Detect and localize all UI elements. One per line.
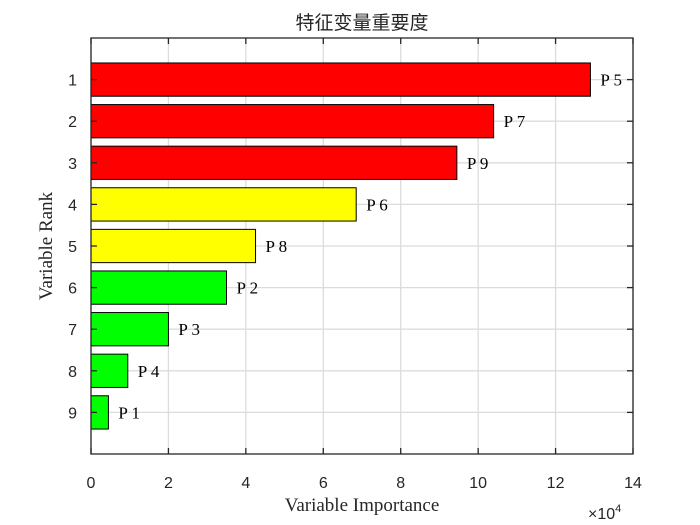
bar-p4 bbox=[90, 353, 129, 388]
chart-title: 特征变量重要度 bbox=[295, 12, 428, 34]
bar-p9 bbox=[90, 145, 458, 180]
bar-p6 bbox=[90, 187, 357, 222]
y-tick-label: 2 bbox=[68, 114, 77, 131]
x-tick-label: 2 bbox=[164, 475, 173, 492]
x-tick-label: 6 bbox=[319, 475, 328, 492]
x-axis-multiplier: ×104 bbox=[588, 503, 621, 523]
bar-label: P 8 bbox=[266, 237, 288, 256]
bar-label: P 2 bbox=[237, 279, 259, 298]
y-tick-label: 7 bbox=[68, 322, 77, 339]
bar-label: P 6 bbox=[366, 195, 388, 214]
bar-p3 bbox=[90, 312, 169, 347]
axis-ticks bbox=[90, 38, 634, 454]
bar-label: P 9 bbox=[467, 154, 489, 173]
x-tick-label: 4 bbox=[241, 475, 250, 492]
x-tick-label: 10 bbox=[469, 475, 487, 492]
x-tick-label: 14 bbox=[624, 475, 642, 492]
y-tick-label: 3 bbox=[68, 156, 77, 173]
bar-label: P 4 bbox=[138, 362, 160, 381]
x-axis-multiplier-base: ×10 bbox=[588, 506, 615, 523]
y-tick-label: 5 bbox=[68, 239, 77, 256]
bar-label: P 3 bbox=[178, 320, 200, 339]
bar-p7 bbox=[90, 104, 495, 139]
x-tick-label: 8 bbox=[396, 475, 405, 492]
bar-p2 bbox=[90, 270, 227, 305]
bar-labels-group: P 5 P 7 P 9 P 6 P 8 P 2 P 3 P 4 P 1 bbox=[118, 71, 622, 423]
y-tick-label: 4 bbox=[68, 197, 77, 214]
y-tick-label: 1 bbox=[68, 73, 77, 90]
x-axis-multiplier-exponent: 4 bbox=[615, 503, 621, 515]
x-tick-label: 0 bbox=[87, 475, 96, 492]
bar-label: P 5 bbox=[600, 71, 622, 90]
bar-label: P 1 bbox=[118, 403, 140, 422]
x-axis-label: Variable Importance bbox=[285, 495, 440, 516]
y-axis-label: Variable Rank bbox=[36, 191, 57, 300]
y-tick-labels: 1 2 3 4 5 6 7 8 9 bbox=[68, 73, 77, 423]
x-tick-label: 12 bbox=[547, 475, 565, 492]
bars-group bbox=[90, 62, 591, 430]
bar-p8 bbox=[90, 228, 257, 264]
bar-label: P 7 bbox=[504, 112, 526, 131]
y-tick-label: 8 bbox=[68, 364, 77, 381]
y-tick-label: 9 bbox=[68, 405, 77, 422]
bar-p5 bbox=[90, 62, 591, 97]
y-tick-label: 6 bbox=[68, 281, 77, 298]
x-tick-labels: 0 2 4 6 8 10 12 14 bbox=[87, 475, 642, 492]
